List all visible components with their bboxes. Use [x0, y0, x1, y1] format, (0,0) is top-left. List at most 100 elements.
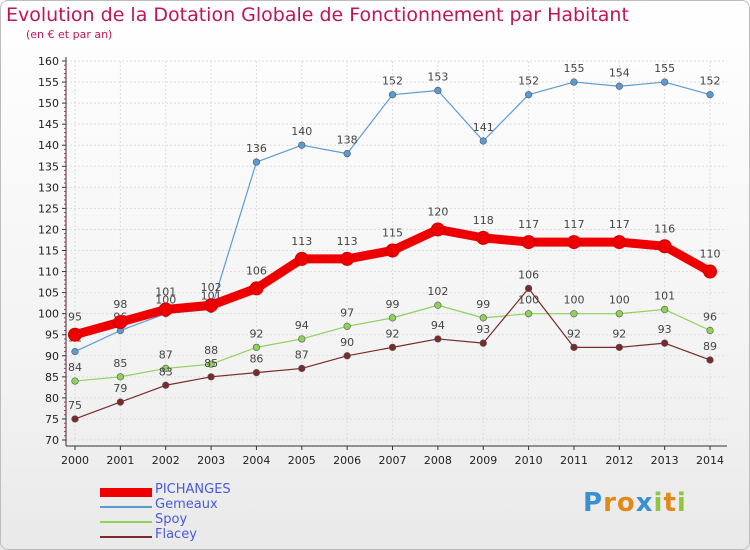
- legend-swatch: [100, 521, 152, 523]
- data-label-spoy: 102: [427, 285, 448, 298]
- data-point-gemeaux: [252, 158, 261, 166]
- x-tick-label: 2004: [242, 454, 270, 467]
- x-tick-label: 2002: [152, 454, 180, 467]
- data-label-gemeaux: 155: [563, 62, 584, 75]
- legend-swatch: [100, 506, 152, 508]
- data-point-gemeaux: [343, 150, 351, 158]
- data-label-flacey: 79: [113, 382, 127, 395]
- data-point-pichanges: [113, 315, 128, 330]
- data-label-spoy: 100: [518, 294, 539, 307]
- y-tick-label: 105: [38, 287, 59, 300]
- logo-letter: i: [676, 488, 687, 518]
- data-point-flacey: [162, 381, 170, 389]
- data-point-pichanges: [476, 230, 491, 245]
- data-point-flacey: [524, 284, 533, 293]
- data-point-pichanges: [158, 302, 173, 317]
- data-label-spoy: 85: [113, 357, 127, 370]
- y-tick-label: 110: [38, 266, 59, 279]
- data-point-flacey: [661, 339, 669, 347]
- y-tick-label: 150: [38, 97, 59, 110]
- x-tick-label: 2008: [424, 454, 452, 467]
- data-point-gemeaux: [615, 82, 623, 90]
- y-tick-label: 90: [45, 350, 59, 363]
- data-point-gemeaux: [71, 347, 79, 356]
- data-point-pichanges: [340, 251, 355, 266]
- data-label-spoy: 84: [68, 361, 82, 374]
- data-point-flacey: [207, 373, 215, 381]
- x-tick-label: 2014: [696, 454, 724, 467]
- x-tick-label: 2013: [651, 454, 679, 467]
- data-label-gemeaux: 152: [700, 75, 721, 88]
- line-chart: 70 75 80 85 90 95 100 105 110 115 120 125 130 135 140 1…: [38, 55, 727, 467]
- data-point-spoy: [116, 373, 124, 381]
- legend-label: Spoy: [155, 512, 188, 527]
- data-label-flacey: 106: [518, 268, 539, 281]
- data-label-flacey: 87: [295, 348, 309, 361]
- data-point-pichanges: [703, 264, 718, 279]
- data-point-flacey: [116, 398, 124, 406]
- legend-label: Flacey: [155, 527, 197, 542]
- data-label-flacey: 86: [249, 353, 263, 366]
- data-label-spoy: 88: [204, 344, 218, 357]
- y-tick-label: 155: [38, 76, 59, 89]
- data-point-spoy: [71, 377, 79, 385]
- logo-letter: i: [653, 488, 664, 518]
- data-point-pichanges: [657, 239, 672, 254]
- x-tick-label: 2003: [197, 454, 225, 467]
- series-flacey: 75 79 83 85 86 87 90 92 94 93 106 92 92 93 89: [68, 268, 717, 423]
- y-tick-label: 80: [45, 392, 59, 405]
- data-point-spoy: [479, 314, 487, 322]
- x-tick-label: 2012: [605, 454, 633, 467]
- legend-swatch: [100, 536, 152, 538]
- x-tick-label: 2006: [333, 454, 361, 467]
- data-label-flacey: 93: [658, 323, 672, 336]
- y-tick-label: 130: [38, 181, 59, 194]
- y-tick-label: 120: [38, 223, 59, 236]
- data-point-flacey: [706, 356, 714, 364]
- x-tick-label: 2000: [61, 454, 89, 467]
- data-point-gemeaux: [388, 91, 397, 99]
- data-label-gemeaux: 140: [291, 125, 312, 138]
- data-label-gemeaux: 152: [518, 75, 539, 88]
- data-point-flacey: [388, 343, 397, 351]
- data-point-spoy: [207, 360, 215, 368]
- data-point-spoy: [388, 314, 397, 322]
- data-label-pichanges: 102: [201, 281, 222, 294]
- legend-label: Gemeaux: [155, 497, 218, 512]
- y-tick-label: 160: [38, 55, 59, 68]
- data-label-spoy: 99: [476, 298, 490, 311]
- data-label-flacey: 75: [68, 399, 82, 412]
- data-label-pichanges: 117: [518, 218, 539, 231]
- series-gemeaux: 9196100101136140138152153141152155154155…: [68, 62, 721, 356]
- data-point-pichanges: [521, 235, 536, 250]
- data-point-pichanges: [68, 327, 82, 342]
- logo-letter: r: [603, 488, 617, 518]
- data-label-spoy: 87: [159, 348, 173, 361]
- chart-subtitle: (en € et par an): [26, 28, 113, 41]
- data-point-flacey: [434, 335, 442, 343]
- data-point-gemeaux: [706, 91, 714, 99]
- data-point-spoy: [661, 305, 669, 314]
- data-point-flacey: [615, 343, 623, 351]
- data-label-spoy: 100: [609, 294, 630, 307]
- data-label-flacey: 90: [340, 336, 354, 349]
- data-label-pichanges: 118: [473, 214, 494, 227]
- y-tick-label: 85: [45, 371, 59, 384]
- chart-title: Evolution de la Dotation Globale de Fonc…: [6, 4, 629, 26]
- x-tick-label: 2005: [288, 454, 316, 467]
- data-point-gemeaux: [434, 86, 442, 95]
- x-tick-label: 2010: [515, 454, 543, 467]
- data-label-pichanges: 117: [609, 218, 630, 231]
- data-label-spoy: 100: [563, 294, 584, 307]
- proxiti-logo: Proxiti: [583, 488, 687, 518]
- logo-letter: P: [583, 488, 604, 518]
- data-point-spoy: [434, 301, 442, 309]
- data-label-flacey: 94: [431, 319, 445, 332]
- y-tick-label: 95: [45, 329, 59, 342]
- data-label-flacey: 89: [703, 340, 717, 353]
- data-point-spoy: [298, 335, 306, 343]
- data-label-gemeaux: 100: [155, 294, 176, 307]
- data-label-gemeaux: 141: [473, 121, 494, 134]
- data-label-gemeaux: 154: [609, 66, 630, 79]
